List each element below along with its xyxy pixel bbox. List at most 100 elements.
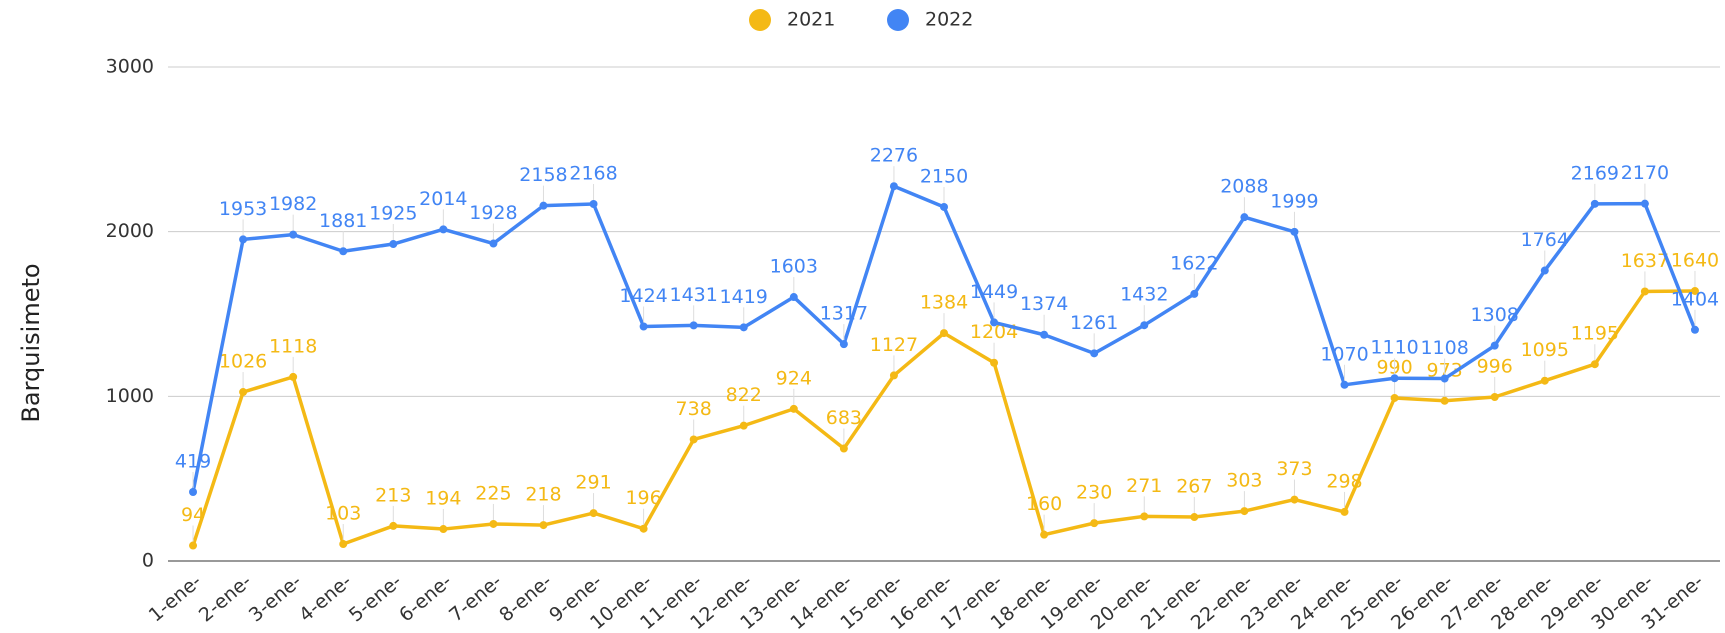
y-axis-label: Barquisimeto	[17, 263, 45, 422]
point	[889, 182, 898, 191]
point	[1440, 374, 1449, 383]
x-tick-label: 5-ene-	[345, 570, 406, 626]
point	[1390, 374, 1399, 383]
data-label: 1881	[319, 210, 367, 232]
data-label: 2276	[870, 145, 918, 167]
point	[289, 372, 298, 381]
x-tick-label: 7-ene-	[445, 570, 506, 626]
point	[1140, 321, 1149, 330]
point	[1340, 380, 1349, 389]
point	[1490, 341, 1499, 350]
data-label: 1637	[1621, 250, 1669, 272]
point	[940, 202, 948, 211]
point	[1290, 495, 1299, 504]
data-label: 213	[375, 484, 411, 506]
x-tick-label: 8-ene-	[495, 570, 556, 626]
data-label: 1110	[1370, 337, 1418, 359]
point	[1340, 507, 1349, 516]
point	[1140, 512, 1149, 521]
data-label: 924	[776, 367, 812, 389]
data-label: 1953	[219, 198, 267, 220]
data-label: 94	[181, 504, 205, 526]
point	[1390, 393, 1399, 402]
point	[1590, 360, 1599, 369]
point	[489, 519, 498, 528]
point	[639, 524, 648, 533]
legend-label: 2021	[787, 9, 835, 31]
x-tick-label: 3-ene-	[245, 570, 306, 626]
point	[1290, 227, 1299, 236]
data-label: 1127	[870, 334, 918, 356]
data-label: 160	[1026, 493, 1062, 515]
point	[839, 444, 848, 453]
data-label: 738	[676, 398, 712, 420]
data-label: 271	[1126, 475, 1162, 497]
data-label: 1424	[619, 285, 667, 307]
point	[439, 525, 448, 534]
point	[1240, 213, 1249, 222]
data-label: 1928	[469, 202, 517, 224]
x-tick-label: 4-ene-	[295, 570, 356, 626]
point	[189, 488, 198, 497]
point	[1690, 325, 1699, 334]
point	[589, 200, 598, 209]
data-label: 1622	[1170, 252, 1218, 274]
y-tick-label: 2000	[106, 220, 154, 242]
point	[339, 540, 348, 549]
point	[990, 318, 999, 327]
data-label: 1261	[1070, 312, 1118, 334]
point	[1090, 349, 1099, 358]
data-label: 218	[525, 484, 561, 506]
point	[489, 239, 498, 248]
legend-label: 2022	[925, 9, 973, 31]
data-label: 194	[425, 488, 461, 510]
point	[1640, 199, 1649, 208]
data-label: 1070	[1320, 343, 1368, 365]
point	[389, 240, 398, 249]
data-label: 103	[325, 503, 361, 525]
data-label: 996	[1477, 355, 1513, 377]
data-label: 291	[575, 472, 611, 494]
data-label: 1982	[269, 193, 317, 215]
data-label: 267	[1176, 476, 1212, 498]
point	[189, 541, 198, 550]
point	[1040, 330, 1049, 339]
data-label: 303	[1226, 470, 1262, 492]
data-label: 1431	[669, 284, 717, 306]
point	[289, 230, 298, 239]
data-label: 1449	[970, 281, 1018, 303]
data-label: 1640	[1671, 249, 1719, 271]
point	[789, 293, 798, 302]
point	[1490, 392, 1499, 401]
x-tick-label: 2-ene-	[195, 570, 256, 626]
data-label: 1317	[820, 303, 868, 325]
legend-swatch	[887, 9, 909, 31]
data-label: 225	[475, 482, 511, 504]
point	[539, 521, 548, 530]
legend-swatch	[749, 9, 771, 31]
point	[689, 435, 698, 444]
data-label: 1108	[1420, 337, 1468, 359]
point	[389, 521, 398, 530]
point	[1590, 199, 1599, 208]
point	[1040, 530, 1049, 539]
data-label: 196	[625, 487, 661, 509]
data-label: 1432	[1120, 284, 1168, 306]
data-label: 2014	[419, 188, 467, 210]
data-label: 1764	[1521, 229, 1569, 251]
y-tick-label: 1000	[106, 385, 154, 407]
point	[1090, 519, 1099, 528]
point	[889, 371, 898, 380]
point	[539, 201, 548, 210]
point	[1240, 507, 1249, 516]
point	[1440, 396, 1449, 405]
point	[739, 421, 748, 430]
data-label: 2158	[519, 164, 567, 186]
y-tick-label: 3000	[106, 56, 154, 78]
data-label: 1195	[1571, 323, 1619, 345]
data-label: 1925	[369, 203, 417, 225]
point	[789, 404, 798, 413]
x-tick-label: 1-ene-	[145, 570, 206, 626]
data-label: 1999	[1270, 190, 1318, 212]
